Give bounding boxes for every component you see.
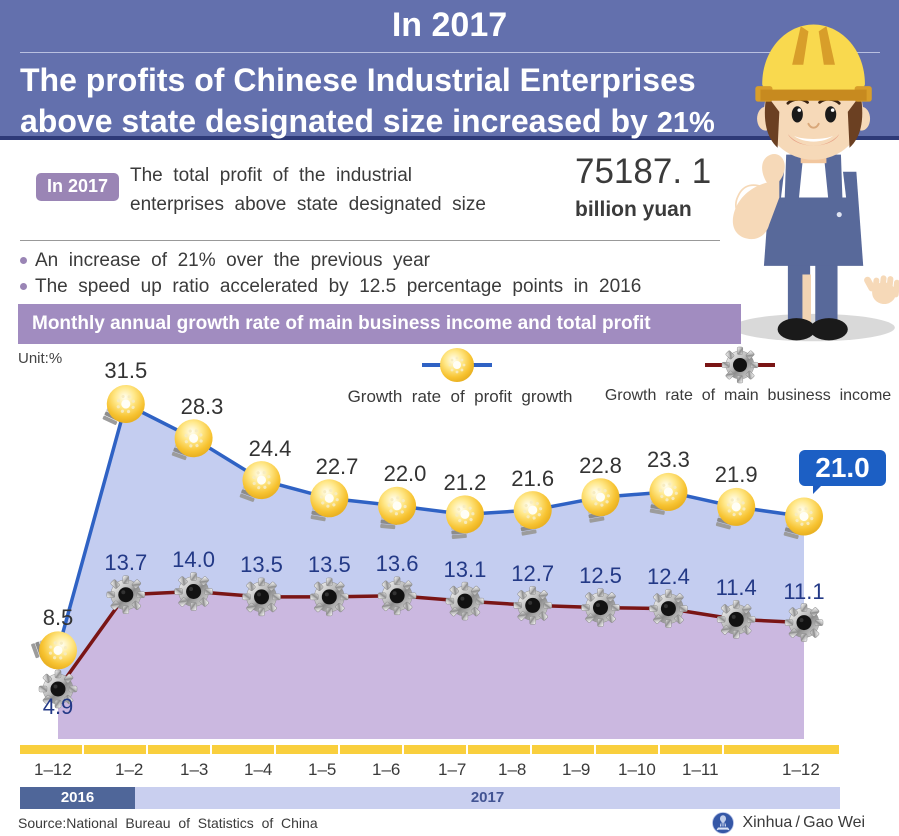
svg-text:22.7: 22.7 bbox=[316, 454, 359, 479]
svg-text:12.7: 12.7 bbox=[511, 561, 554, 586]
svg-text:12.4: 12.4 bbox=[647, 564, 690, 589]
svg-text:11.1: 11.1 bbox=[783, 579, 824, 604]
svg-text:28.3: 28.3 bbox=[181, 394, 224, 419]
svg-text:21.6: 21.6 bbox=[511, 466, 554, 491]
svg-text:22.8: 22.8 bbox=[579, 453, 622, 478]
svg-text:31.5: 31.5 bbox=[104, 358, 147, 383]
svg-text:12.5: 12.5 bbox=[579, 563, 622, 588]
svg-text:13.6: 13.6 bbox=[376, 551, 419, 576]
svg-text:8.5: 8.5 bbox=[43, 605, 74, 630]
svg-text:13.5: 13.5 bbox=[240, 552, 283, 577]
svg-text:14.0: 14.0 bbox=[172, 547, 215, 572]
svg-text:21.2: 21.2 bbox=[443, 470, 486, 495]
svg-text:24.4: 24.4 bbox=[249, 436, 292, 461]
svg-text:22.0: 22.0 bbox=[384, 461, 427, 486]
svg-text:13.5: 13.5 bbox=[308, 552, 351, 577]
svg-text:11.4: 11.4 bbox=[716, 575, 757, 600]
svg-text:13.1: 13.1 bbox=[443, 557, 486, 582]
svg-text:23.3: 23.3 bbox=[647, 447, 690, 472]
svg-text:13.7: 13.7 bbox=[104, 550, 147, 575]
svg-text:4.9: 4.9 bbox=[43, 694, 74, 719]
svg-text:21.9: 21.9 bbox=[715, 462, 758, 487]
